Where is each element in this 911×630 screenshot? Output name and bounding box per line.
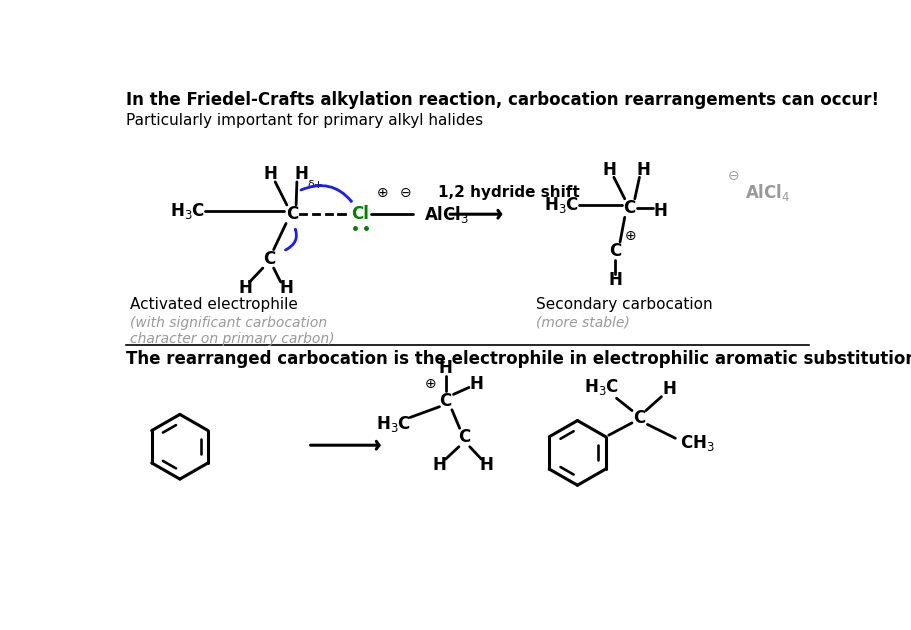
Text: (more stable): (more stable) <box>536 316 630 330</box>
Text: (with significant carbocation
character on primary carbon): (with significant carbocation character … <box>129 316 333 346</box>
Text: H$_3$C: H$_3$C <box>544 195 578 215</box>
Text: H: H <box>294 165 308 183</box>
Text: H: H <box>239 279 252 297</box>
Text: C: C <box>622 199 635 217</box>
FancyArrowPatch shape <box>285 229 296 250</box>
Text: In the Friedel-Crafts alkylation reaction, carbocation rearrangements can occur!: In the Friedel-Crafts alkylation reactio… <box>126 91 878 109</box>
Text: C: C <box>609 242 621 260</box>
Text: δ+: δ+ <box>307 180 323 190</box>
Text: Particularly important for primary alkyl halides: Particularly important for primary alkyl… <box>126 113 482 127</box>
Text: The rearranged carbocation is the electrophile in electrophilic aromatic substit: The rearranged carbocation is the electr… <box>126 350 911 369</box>
Text: H$_3$C: H$_3$C <box>375 414 411 433</box>
Text: H: H <box>652 202 667 220</box>
Text: ⊖: ⊖ <box>399 186 411 200</box>
Text: Activated electrophile: Activated electrophile <box>129 297 297 312</box>
Text: H$_3$C: H$_3$C <box>169 201 205 221</box>
Text: CH$_3$: CH$_3$ <box>680 433 714 453</box>
Text: C: C <box>286 205 298 223</box>
Text: H: H <box>438 359 452 377</box>
Text: C: C <box>439 391 451 410</box>
Text: H: H <box>601 161 616 178</box>
Text: ⊕: ⊕ <box>624 229 636 243</box>
Text: C: C <box>457 428 470 447</box>
Text: H: H <box>636 161 650 178</box>
Text: H: H <box>432 456 446 474</box>
Text: C: C <box>633 410 645 427</box>
Text: Secondary carbocation: Secondary carbocation <box>536 297 712 312</box>
Text: C: C <box>262 250 275 268</box>
Text: H: H <box>469 375 483 392</box>
Text: AlCl$_4$: AlCl$_4$ <box>744 182 789 203</box>
Text: H: H <box>279 279 292 297</box>
Text: Cl: Cl <box>351 205 369 223</box>
Text: ⊕: ⊕ <box>424 377 435 391</box>
Text: H: H <box>478 456 493 474</box>
Text: H: H <box>661 380 675 398</box>
Text: H: H <box>263 165 277 183</box>
Text: H: H <box>608 272 621 289</box>
Text: H$_3$C: H$_3$C <box>583 377 619 398</box>
Text: 1,2 hydride shift: 1,2 hydride shift <box>437 185 579 200</box>
Text: AlCl$_3$: AlCl$_3$ <box>424 203 468 225</box>
Text: ⊖: ⊖ <box>727 169 739 183</box>
Text: ⊕: ⊕ <box>376 186 387 200</box>
FancyArrowPatch shape <box>301 186 351 201</box>
